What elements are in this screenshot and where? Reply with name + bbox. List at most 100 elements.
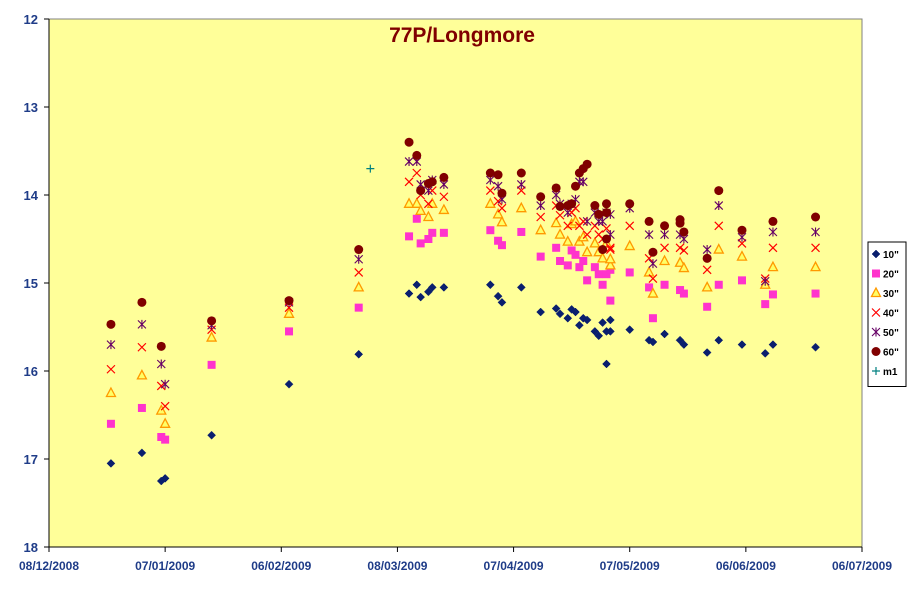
y-tick-label: 17	[24, 452, 38, 467]
data-point	[703, 302, 712, 311]
data-point	[658, 254, 671, 266]
data-point	[550, 216, 562, 228]
data-point	[760, 276, 770, 286]
x-tick-label: 06/07/2009	[832, 559, 892, 573]
data-point	[404, 177, 414, 187]
data-point	[702, 245, 712, 255]
data-point	[403, 197, 415, 208]
legend-label: 40"	[883, 309, 899, 320]
data-point	[137, 403, 146, 412]
data-point	[535, 223, 547, 235]
data-point	[660, 221, 670, 231]
data-point	[625, 268, 634, 277]
data-point	[554, 228, 566, 239]
data-point	[439, 172, 449, 182]
data-point	[714, 280, 723, 289]
data-point	[767, 260, 779, 272]
data-point	[105, 386, 117, 398]
x-tick-label: 07/04/2009	[484, 559, 544, 573]
data-point	[571, 181, 581, 191]
series-2	[105, 197, 822, 428]
data-point	[106, 340, 116, 350]
data-point	[536, 201, 546, 211]
series-5	[106, 137, 821, 351]
data-point	[428, 228, 437, 237]
data-point	[517, 227, 526, 236]
data-point	[516, 168, 526, 178]
series-0	[106, 280, 820, 486]
data-point	[484, 197, 496, 208]
x-tick-label: 06/02/2009	[251, 559, 311, 573]
data-point	[768, 243, 778, 253]
y-tick-label: 16	[24, 364, 38, 379]
data-point	[602, 359, 611, 369]
data-point	[606, 265, 615, 274]
data-point	[679, 289, 688, 298]
x-tick-label: 07/05/2009	[600, 559, 660, 573]
data-point	[648, 247, 658, 257]
data-point	[569, 215, 582, 226]
data-point	[575, 263, 584, 272]
data-point	[760, 349, 770, 358]
data-point	[675, 218, 685, 228]
data-point	[809, 260, 822, 272]
data-point	[555, 210, 565, 220]
data-point	[714, 186, 724, 196]
legend-label: 30"	[883, 289, 899, 300]
data-point	[737, 238, 747, 248]
y-tick-label: 14	[24, 188, 39, 203]
data-point	[516, 283, 526, 292]
data-point	[567, 246, 576, 255]
data-point	[625, 199, 635, 209]
data-point	[556, 257, 565, 265]
data-point	[494, 236, 503, 245]
data-point	[761, 300, 770, 309]
data-point	[106, 459, 116, 468]
data-point	[606, 296, 615, 305]
data-point	[516, 179, 526, 189]
data-point	[497, 203, 507, 213]
data-point	[285, 327, 294, 336]
data-point	[811, 212, 821, 222]
data-point	[412, 150, 422, 160]
data-point	[625, 325, 635, 334]
data-point	[106, 319, 116, 329]
data-point	[485, 168, 495, 178]
data-point	[702, 348, 712, 357]
data-point	[424, 235, 433, 243]
data-point	[106, 364, 116, 374]
data-point	[405, 232, 414, 241]
data-point	[284, 296, 294, 306]
data-point	[598, 318, 607, 327]
data-point	[811, 227, 820, 237]
data-point	[675, 243, 685, 253]
data-point	[427, 283, 437, 292]
data-point	[597, 251, 609, 263]
data-point	[439, 228, 448, 237]
data-point	[578, 177, 588, 187]
data-point	[353, 281, 365, 292]
data-point	[136, 369, 148, 380]
data-point	[648, 314, 657, 323]
data-point	[606, 327, 615, 336]
data-point	[563, 313, 573, 323]
data-point	[496, 215, 508, 227]
data-point	[581, 245, 593, 257]
x-tick-label: 07/01/2009	[135, 559, 195, 573]
data-point	[605, 245, 615, 254]
data-point	[601, 234, 611, 244]
legend-marker	[870, 286, 882, 298]
data-point	[552, 243, 561, 252]
data-point	[137, 448, 147, 458]
data-point	[602, 224, 611, 233]
y-tick-label: 15	[24, 276, 38, 291]
data-point	[679, 227, 689, 237]
data-point	[159, 417, 171, 428]
data-point	[679, 340, 689, 349]
data-point	[768, 227, 778, 237]
data-point	[486, 226, 495, 235]
data-point	[604, 259, 616, 270]
y-tick-label: 12	[24, 12, 38, 27]
data-point	[354, 268, 364, 277]
data-point	[714, 201, 724, 211]
